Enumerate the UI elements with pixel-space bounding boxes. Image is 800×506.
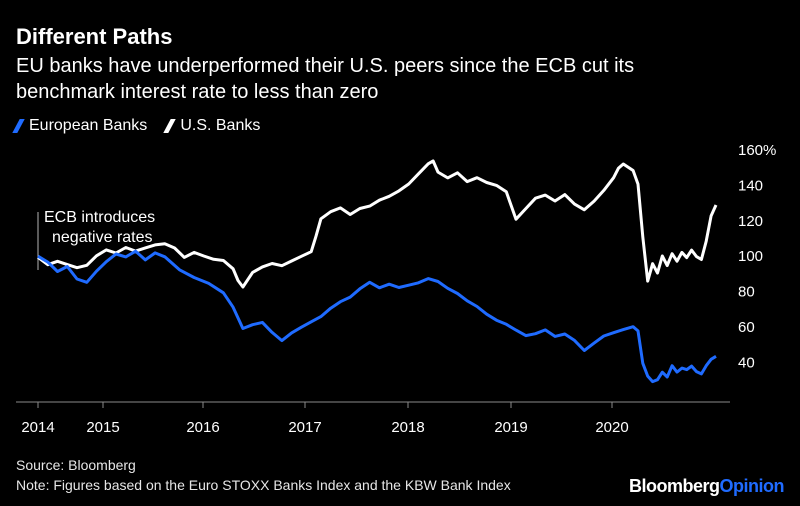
annotation-line1: ECB introduces	[44, 209, 155, 226]
x-tick-label: 2019	[494, 419, 527, 436]
legend-item-us: U.S. Banks	[163, 117, 261, 135]
y-tick-label: 80	[738, 284, 755, 301]
x-tick-label: 2014	[21, 419, 54, 436]
legend: European Banks U.S. Banks	[12, 117, 261, 135]
y-tick-label: 100	[738, 248, 763, 265]
y-tick-label: 120	[738, 213, 763, 230]
chart-title: Different Paths	[16, 24, 173, 49]
y-tick-label: 160%	[738, 142, 776, 159]
x-tick-label: 2017	[288, 419, 321, 436]
x-tick-label: 2015	[86, 419, 119, 436]
legend-label-european: European Banks	[29, 117, 148, 134]
y-tick-label: 140	[738, 177, 763, 194]
y-tick-label: 60	[738, 319, 755, 336]
source-text: Source: Bloomberg	[16, 457, 136, 473]
series-line-european-banks	[37, 249, 717, 384]
x-tick-label: 2020	[595, 419, 628, 436]
x-tick-label: 2016	[186, 419, 219, 436]
x-tick-label: 2018	[391, 419, 424, 436]
legend-label-us: U.S. Banks	[180, 117, 261, 134]
legend-item-european: European Banks	[12, 117, 148, 135]
y-tick-label: 40	[738, 354, 755, 371]
annotation-line2: negative rates	[52, 229, 153, 246]
footer: Source: Bloomberg Note: Figures based on…	[16, 455, 511, 495]
bloomberg-opinion-logo: BloombergOpinion	[629, 476, 785, 496]
chart-subtitle: EU banks have underperformed their U.S. …	[16, 55, 635, 103]
series-line-us-banks	[37, 159, 718, 289]
note-text: Note: Figures based on the Euro STOXX Ba…	[16, 477, 511, 493]
